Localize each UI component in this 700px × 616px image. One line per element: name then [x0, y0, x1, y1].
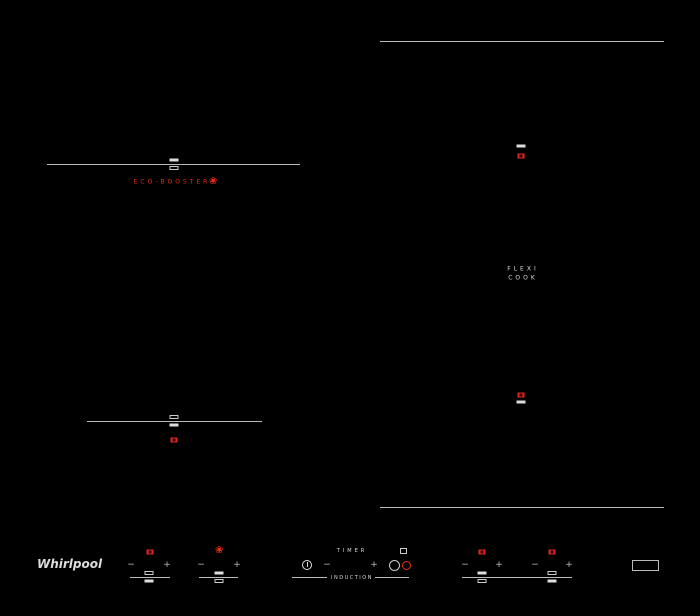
zone2-slider[interactable] [199, 577, 238, 578]
zone4-plus-button[interactable]: + [565, 560, 573, 570]
pot-icon [170, 437, 178, 443]
flexi-label: FLEXI [507, 265, 539, 273]
zone4-minus-button[interactable]: − [531, 560, 539, 570]
zone-indicator-outline [144, 571, 154, 575]
divider-line [292, 577, 327, 578]
eco-booster-label: ECO-BOOSTER [133, 178, 211, 186]
induction-label: INDUCTION [331, 575, 373, 581]
zone-icon [517, 392, 525, 398]
timer-label: TIMER [336, 548, 368, 554]
flexi-zone-bottom-line [380, 507, 664, 508]
divider-line [375, 577, 409, 578]
zone3-plus-button[interactable]: + [495, 560, 503, 570]
timer-plus-button[interactable]: + [370, 560, 378, 570]
pot-icon [146, 549, 154, 555]
zone-indicator-outline [477, 579, 487, 583]
zone-indicator-filled [516, 400, 526, 404]
zone-indicator-outline [547, 571, 557, 575]
timer-minus-button[interactable]: − [323, 560, 331, 570]
leaf-icon: ❀ [215, 545, 224, 556]
zone1-slider[interactable] [130, 577, 170, 578]
lock-icon[interactable] [400, 548, 407, 554]
zone-icon [548, 549, 556, 555]
zone1-plus-button[interactable]: + [163, 560, 171, 570]
flexi-zone-top-line [380, 41, 664, 42]
zone-indicator-filled [214, 571, 224, 575]
zone3-minus-button[interactable]: − [461, 560, 469, 570]
display-window [632, 560, 659, 571]
power-icon[interactable] [302, 560, 312, 570]
zone-indicator-filled [547, 579, 557, 583]
zone-indicator-filled [169, 158, 179, 162]
zone-indicator-filled [516, 144, 526, 148]
zone1-minus-button[interactable]: − [127, 560, 135, 570]
flexi-slider[interactable] [462, 577, 572, 578]
zone2-plus-button[interactable]: + [233, 560, 241, 570]
circle-icon[interactable] [389, 560, 400, 571]
zone-indicator-filled [169, 423, 179, 427]
zone-marker-line [47, 164, 300, 165]
brand-logo: Whirlpool [37, 557, 103, 571]
zone-indicator-outline [169, 415, 179, 419]
cook-label: COOK [508, 274, 538, 282]
zone2-minus-button[interactable]: − [197, 560, 205, 570]
zone-icon [478, 549, 486, 555]
leaf-icon: ❀ [209, 176, 218, 187]
zone-indicator-outline [169, 166, 179, 170]
zone-icon [517, 153, 525, 159]
zone-indicator-filled [144, 579, 154, 583]
zone-indicator-filled [477, 571, 487, 575]
boost-icon[interactable] [402, 561, 411, 570]
zone-marker-line [87, 421, 262, 422]
zone-indicator-outline [214, 579, 224, 583]
